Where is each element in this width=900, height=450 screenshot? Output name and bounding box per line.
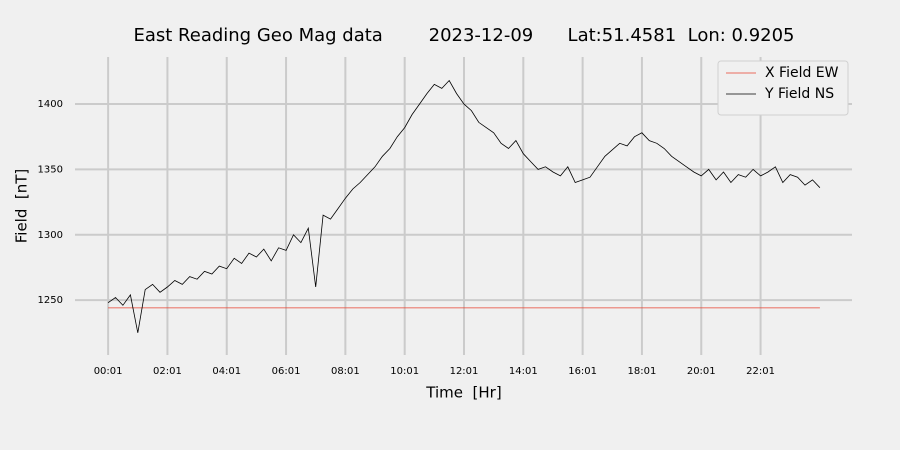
x-tick-label: 06:01 xyxy=(272,366,301,377)
chart-title: East Reading Geo Mag data 2023-12-09 Lat… xyxy=(133,25,794,46)
y-axis-label: Field [nT] xyxy=(13,169,31,244)
y-tick-label: 1350 xyxy=(38,164,63,175)
x-tick-label: 10:01 xyxy=(390,366,419,377)
x-tick-label: 18:01 xyxy=(628,366,657,377)
legend: X Field EW Y Field NS xyxy=(717,60,849,116)
x-tick-label: 02:01 xyxy=(153,366,182,377)
x-tick-label: 04:01 xyxy=(212,366,241,377)
data-line xyxy=(107,79,821,333)
x-tick-label: 16:01 xyxy=(568,366,597,377)
x-tick-label: 22:01 xyxy=(746,366,775,377)
x-tick-label: 08:01 xyxy=(331,366,360,377)
legend-label: X Field EW xyxy=(765,65,839,81)
legend-box xyxy=(717,60,849,116)
y-tick-label: 1400 xyxy=(38,99,63,110)
x-tick-label: 20:01 xyxy=(687,366,716,377)
legend-label: Y Field NS xyxy=(764,86,834,102)
x-tick-label: 12:01 xyxy=(450,366,479,377)
y-tick-label: 1250 xyxy=(38,295,63,306)
x-tick-label: 00:01 xyxy=(94,366,123,377)
x-axis-label: Time [Hr] xyxy=(425,384,501,402)
y-tick-label: 1300 xyxy=(38,230,63,241)
x-tick-label: 14:01 xyxy=(509,366,538,377)
